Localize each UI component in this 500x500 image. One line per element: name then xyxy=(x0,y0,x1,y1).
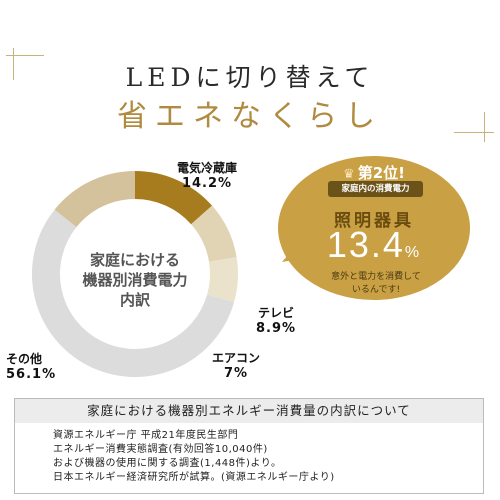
source-note-lines: 資源エネルギー庁 平成21年度民生部門 エネルギー消費実態調査(有効回答10,0… xyxy=(53,429,335,485)
corner-decoration-top-left-v xyxy=(13,48,14,80)
segment-aircon xyxy=(206,257,238,303)
corner-decoration-top-left-h xyxy=(6,55,44,56)
label-tv: テレビ 8.9% xyxy=(246,305,306,337)
bubble-rank-text: 第2位! xyxy=(357,164,405,182)
source-note-title: 家庭における機器別エネルギー消費量の内訳について xyxy=(15,399,483,423)
ranking-bubble: ♛ 第2位! 家庭内の消費電力 照明器具 13.4% 意外と電力を消費して いるん… xyxy=(276,150,476,310)
headline-line2: 省エネなくらし xyxy=(117,99,383,134)
segment-lighting xyxy=(134,171,213,225)
source-note-line: エネルギー消費実態調査(有効回答10,040件) xyxy=(53,444,268,455)
source-note-line: 日本エネルギー経済研究所が試算。(資源エネルギー庁より) xyxy=(53,472,335,483)
corner-decoration-right-v xyxy=(484,112,485,142)
label-other-name: その他 xyxy=(6,352,43,366)
headline-line1: LEDに切り替えて xyxy=(125,63,375,92)
label-aircon-name: エアコン xyxy=(211,351,260,365)
label-fridge-value: 14.2% xyxy=(181,176,233,191)
bubble-note: 意外と電力を消費して いるんです! xyxy=(316,271,436,297)
segment-other xyxy=(32,209,235,377)
center-label-line2: 機器別消費電力 xyxy=(82,271,188,289)
label-other: その他 56.1% xyxy=(6,351,70,383)
label-fridge: 電気冷蔵庫 14.2% xyxy=(164,160,250,192)
bubble-value-number: 13.4 xyxy=(326,224,405,265)
bubble-value-unit: % xyxy=(404,244,422,261)
source-note-line: 資源エネルギー庁 平成21年度民生部門 xyxy=(53,430,239,441)
bubble-note-line2: いるんです! xyxy=(351,285,401,295)
bubble-note-line1: 意外と電力を消費して xyxy=(331,272,421,282)
segment-fridge xyxy=(54,171,136,228)
label-fridge-name: 電気冷蔵庫 xyxy=(176,161,237,175)
label-tv-name: テレビ xyxy=(257,306,294,320)
label-other-value: 56.1% xyxy=(6,367,57,382)
segment-tv xyxy=(190,205,237,263)
corner-decoration-right-h xyxy=(454,132,494,133)
bubble-tail xyxy=(282,248,304,262)
label-aircon: エアコン 7% xyxy=(200,350,272,382)
label-aircon-value: 7% xyxy=(223,366,249,381)
center-label-line1: 家庭における xyxy=(89,251,180,269)
bubble-subtitle: 家庭内の消費電力 xyxy=(328,181,423,197)
center-label-line3: 内訳 xyxy=(119,291,150,309)
source-note-box: 家庭における機器別エネルギー消費量の内訳について 資源エネルギー庁 平成21年度… xyxy=(14,398,484,494)
bubble-value: 13.4% xyxy=(276,224,472,266)
crown-icon: ♛ xyxy=(343,167,355,182)
label-tv-value: 8.9% xyxy=(255,321,297,336)
bubble-rank: ♛ 第2位! xyxy=(276,162,472,183)
bubble-item: 照明器具 xyxy=(334,211,414,231)
source-note-line: および機器の使用に関する調査(1,448件)より。 xyxy=(53,458,282,469)
donut-center-label: 家庭における 機器別消費電力 内訳 xyxy=(60,250,210,310)
